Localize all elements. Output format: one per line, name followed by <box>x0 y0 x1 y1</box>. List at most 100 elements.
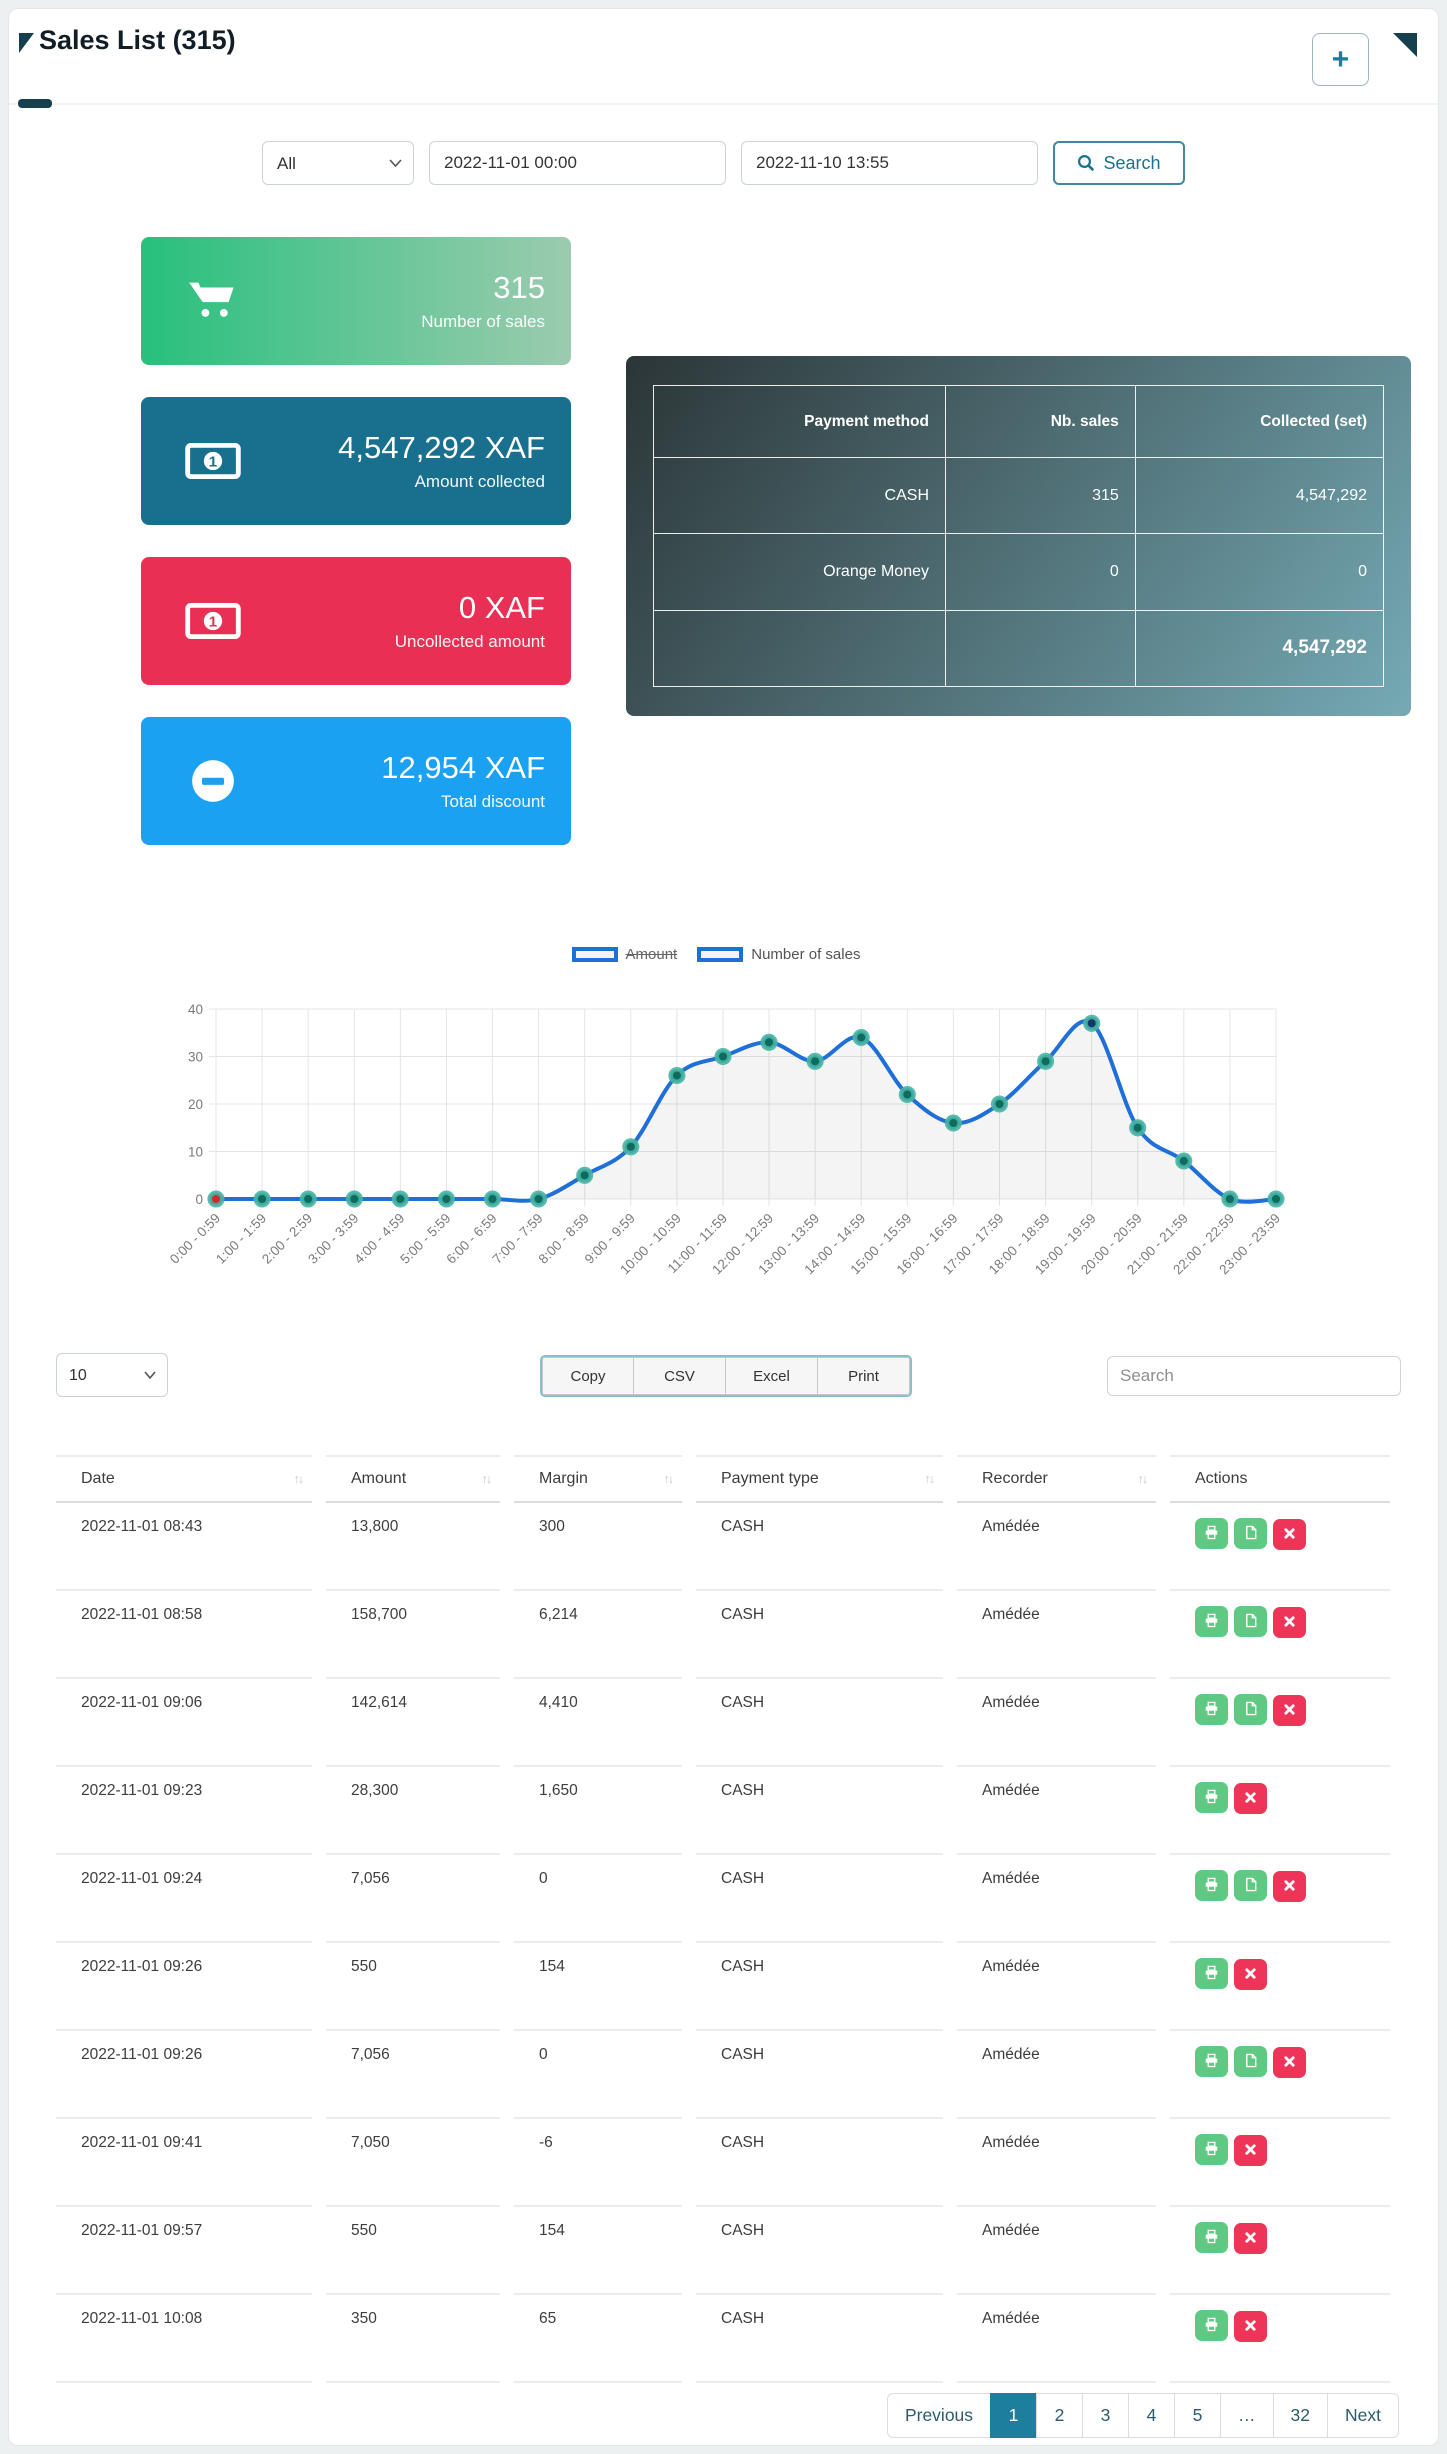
delete-icon <box>1244 2231 1257 2247</box>
date-to-input[interactable] <box>741 141 1038 185</box>
table-row: 2022-11-01 09:06 142,614 4,410 CASH Amédée <box>56 1679 1404 1767</box>
printer-icon <box>1204 1877 1219 1895</box>
recorder-cell: Amédée <box>957 2207 1170 2295</box>
margin-cell: 154 <box>514 1943 696 2031</box>
file-icon <box>1244 1613 1258 1631</box>
search-button[interactable]: Search <box>1053 141 1185 185</box>
file-action-button[interactable] <box>1234 1518 1267 1549</box>
date-cell: 2022-11-01 08:58 <box>56 1591 326 1679</box>
stat-label: Number of sales <box>421 312 545 331</box>
date-cell: 2022-11-01 09:26 <box>56 1943 326 2031</box>
pagination-previous[interactable]: Previous <box>886 2393 992 2438</box>
sort-icon: ↑↓ <box>481 1472 492 1486</box>
money-bill-icon: 1 <box>181 602 245 640</box>
excel-button[interactable]: Excel <box>726 1357 818 1395</box>
printer-icon <box>1204 1789 1219 1807</box>
print-action-button[interactable] <box>1195 1782 1228 1813</box>
delete-action-button[interactable] <box>1234 1783 1267 1814</box>
csv-button[interactable]: CSV <box>634 1357 726 1395</box>
copy-button[interactable]: Copy <box>542 1357 634 1395</box>
column-header-margin[interactable]: Margin ↑↓ <box>514 1455 696 1503</box>
payment-col-header: Collected (set) <box>1134 385 1385 458</box>
pagination-page[interactable]: 32 <box>1272 2393 1329 2438</box>
recorder-cell: Amédée <box>957 1943 1170 2031</box>
column-header-payment-type[interactable]: Payment type ↑↓ <box>696 1455 957 1503</box>
delete-action-button[interactable] <box>1234 2311 1267 2342</box>
recorder-cell: Amédée <box>957 2119 1170 2207</box>
stat-value: 12,954 XAF <box>381 750 545 785</box>
pagination-page[interactable]: 1 <box>990 2393 1038 2438</box>
svg-text:10: 10 <box>188 1145 203 1160</box>
delete-action-button[interactable] <box>1273 1519 1306 1550</box>
date-from-input[interactable] <box>429 141 726 185</box>
actions-cell <box>1170 2295 1404 2383</box>
cart-icon <box>181 280 245 322</box>
stat-label: Total discount <box>441 792 545 811</box>
delete-icon <box>1283 1879 1296 1895</box>
payment-total-row: 4,547,292 <box>653 609 1385 688</box>
margin-cell: 154 <box>514 2207 696 2295</box>
page-size-select[interactable]: 10 <box>56 1353 168 1397</box>
date-cell: 2022-11-01 09:24 <box>56 1855 326 1943</box>
legend-item-amount[interactable]: Amount <box>571 946 677 963</box>
sort-icon: ↑↓ <box>924 1472 935 1486</box>
print-action-button[interactable] <box>1195 1694 1228 1725</box>
payment-col-header: Nb. sales <box>945 385 1136 458</box>
recorder-cell: Amédée <box>957 1767 1170 1855</box>
delete-action-button[interactable] <box>1273 1871 1306 1902</box>
pagination-page[interactable]: 2 <box>1036 2393 1084 2438</box>
delete-action-button[interactable] <box>1273 2047 1306 2078</box>
legend-item-number-of-sales[interactable]: Number of sales <box>697 946 860 963</box>
table-row: 2022-11-01 09:41 7,050 -6 CASH Amédée <box>56 2119 1404 2207</box>
print-action-button[interactable] <box>1195 1518 1228 1549</box>
print-action-button[interactable] <box>1195 1870 1228 1901</box>
pagination-next[interactable]: Next <box>1327 2393 1399 2438</box>
file-action-button[interactable] <box>1234 1606 1267 1637</box>
pagination-page[interactable]: 3 <box>1082 2393 1130 2438</box>
print-action-button[interactable] <box>1195 2310 1228 2341</box>
delete-action-button[interactable] <box>1273 1695 1306 1726</box>
print-action-button[interactable] <box>1195 2046 1228 2077</box>
recorder-cell: Amédée <box>957 1679 1170 1767</box>
print-button[interactable]: Print <box>818 1357 910 1395</box>
delete-action-button[interactable] <box>1273 1607 1306 1638</box>
payment-summary-table: Payment method Nb. sales Collected (set)… <box>653 385 1385 688</box>
print-action-button[interactable] <box>1195 2134 1228 2165</box>
header-divider <box>9 99 1438 108</box>
filter-bar: All Search <box>9 141 1438 185</box>
amount-cell: 7,056 <box>326 2031 514 2119</box>
printer-icon <box>1204 1965 1219 1983</box>
pagination-page[interactable]: 5 <box>1174 2393 1222 2438</box>
date-cell: 2022-11-01 10:08 <box>56 2295 326 2383</box>
column-header-recorder[interactable]: Recorder ↑↓ <box>957 1455 1170 1503</box>
table-row: 2022-11-01 09:26 550 154 CASH Amédée <box>56 1943 1404 2031</box>
stat-value: 0 XAF <box>458 590 545 625</box>
stat-card-uncollected-amount: 1 0 XAF Uncollected amount <box>141 557 571 685</box>
file-action-button[interactable] <box>1234 1694 1267 1725</box>
table-search-input[interactable] <box>1107 1356 1401 1396</box>
printer-icon <box>1204 1525 1219 1543</box>
print-action-button[interactable] <box>1195 2222 1228 2253</box>
delete-icon <box>1244 2319 1257 2335</box>
recorder-cell: Amédée <box>957 2295 1170 2383</box>
magnifier-icon <box>1078 154 1095 172</box>
pagination-page[interactable]: 4 <box>1128 2393 1176 2438</box>
add-sale-button[interactable]: + <box>1312 33 1369 86</box>
column-header-date[interactable]: Date ↑↓ <box>56 1455 326 1503</box>
actions-cell <box>1170 2207 1404 2295</box>
printer-icon <box>1204 1701 1219 1719</box>
payment-filter-select[interactable]: All <box>262 141 414 185</box>
delete-action-button[interactable] <box>1234 2223 1267 2254</box>
line-chart-plot: 0 10 20 30 40 0:00 - 0:59 1:00 - 1:59 2:00 - 2:… <box>141 967 1291 1320</box>
print-action-button[interactable] <box>1195 1606 1228 1637</box>
file-action-button[interactable] <box>1234 1870 1267 1901</box>
delete-action-button[interactable] <box>1234 1959 1267 1990</box>
actions-cell <box>1170 2119 1404 2207</box>
file-action-button[interactable] <box>1234 2046 1267 2077</box>
delete-action-button[interactable] <box>1234 2135 1267 2166</box>
delete-icon <box>1244 1791 1257 1807</box>
printer-icon <box>1204 2229 1219 2247</box>
print-action-button[interactable] <box>1195 1958 1228 1989</box>
actions-cell <box>1170 1503 1404 1591</box>
column-header-amount[interactable]: Amount ↑↓ <box>326 1455 514 1503</box>
